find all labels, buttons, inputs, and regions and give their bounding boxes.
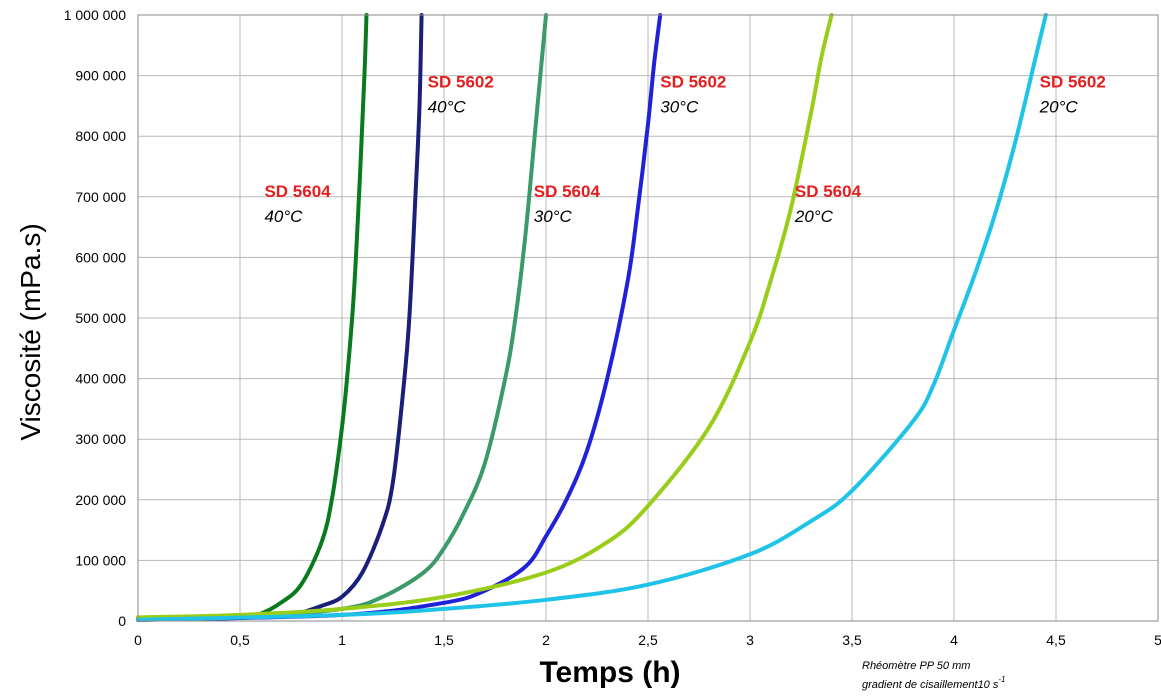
y-tick-labels: 0 100 000 200 000 300 000 400 000 500 000 600 … — [64, 7, 127, 629]
annotation-temperature: 20°C — [1039, 98, 1079, 117]
x-tick-label: 2,5 — [638, 632, 658, 648]
y-tick-label: 1 000 000 — [64, 7, 126, 23]
y-tick-label: 300 000 — [75, 431, 126, 447]
plot-frame — [137, 14, 1159, 622]
y-tick-label: 600 000 — [75, 249, 126, 265]
annotation-product: SD 5604 — [534, 182, 601, 201]
annotation-product: SD 5604 — [264, 182, 331, 201]
y-tick-label: 800 000 — [75, 128, 126, 144]
annotation-product: SD 5602 — [660, 73, 726, 92]
x-tick-label: 1 — [338, 632, 346, 648]
series-line-sd-5602-30-c — [136, 13, 663, 622]
x-tick-label: 3 — [746, 632, 754, 648]
y-tick-label: 200 000 — [75, 492, 126, 508]
annotation-temperature: 30°C — [534, 207, 573, 226]
annotation-temperature: 40°C — [264, 207, 303, 226]
x-tick-label: 2 — [542, 632, 550, 648]
curve-annotations: SD 5604 40°C SD 5602 40°C SD 5604 30°C SD 5602… — [264, 73, 1105, 226]
y-tick-label: 0 — [118, 613, 126, 629]
x-tick-labels: 0 0,5 1 1,5 2 2,5 3 3,5 4 4,5 5 — [134, 632, 1161, 648]
y-tick-label: 100 000 — [75, 552, 126, 568]
shear-rate-note: gradient de cisaillement10 s-1 — [862, 675, 1005, 691]
annotation-product: SD 5604 — [795, 182, 862, 201]
x-tick-label: 1,5 — [434, 632, 454, 648]
x-tick-label: 3,5 — [842, 632, 862, 648]
x-tick-label: 0,5 — [230, 632, 250, 648]
y-tick-label: 500 000 — [75, 310, 126, 326]
annotation-temperature: 40°C — [428, 98, 467, 117]
instrument-note: Rhéomètre PP 50 mm — [862, 660, 970, 672]
series-line-sd-5604-20-c — [136, 13, 834, 620]
y-tick-label: 900 000 — [75, 68, 126, 84]
annotation-product: SD 5602 — [428, 73, 494, 92]
shear-rate-exponent: -1 — [998, 675, 1005, 684]
x-tick-label: 5 — [1154, 632, 1161, 648]
shear-rate-text: gradient de cisaillement10 s — [862, 679, 999, 691]
x-tick-label: 4 — [950, 632, 958, 648]
series-curves — [136, 13, 1048, 622]
annotation-product: SD 5602 — [1040, 73, 1106, 92]
x-tick-label: 0 — [134, 632, 142, 648]
x-tick-label: 4,5 — [1046, 632, 1066, 648]
y-tick-label: 400 000 — [75, 371, 126, 387]
series-line-sd-5602-20-c — [136, 13, 1048, 622]
y-tick-label: 700 000 — [75, 189, 126, 205]
annotation-temperature: 30°C — [660, 98, 699, 117]
x-axis-title: Temps (h) — [539, 656, 680, 689]
grid — [138, 15, 1158, 621]
annotation-temperature: 20°C — [794, 207, 834, 226]
y-axis-title: Viscosité (mPa.s) — [15, 223, 46, 440]
